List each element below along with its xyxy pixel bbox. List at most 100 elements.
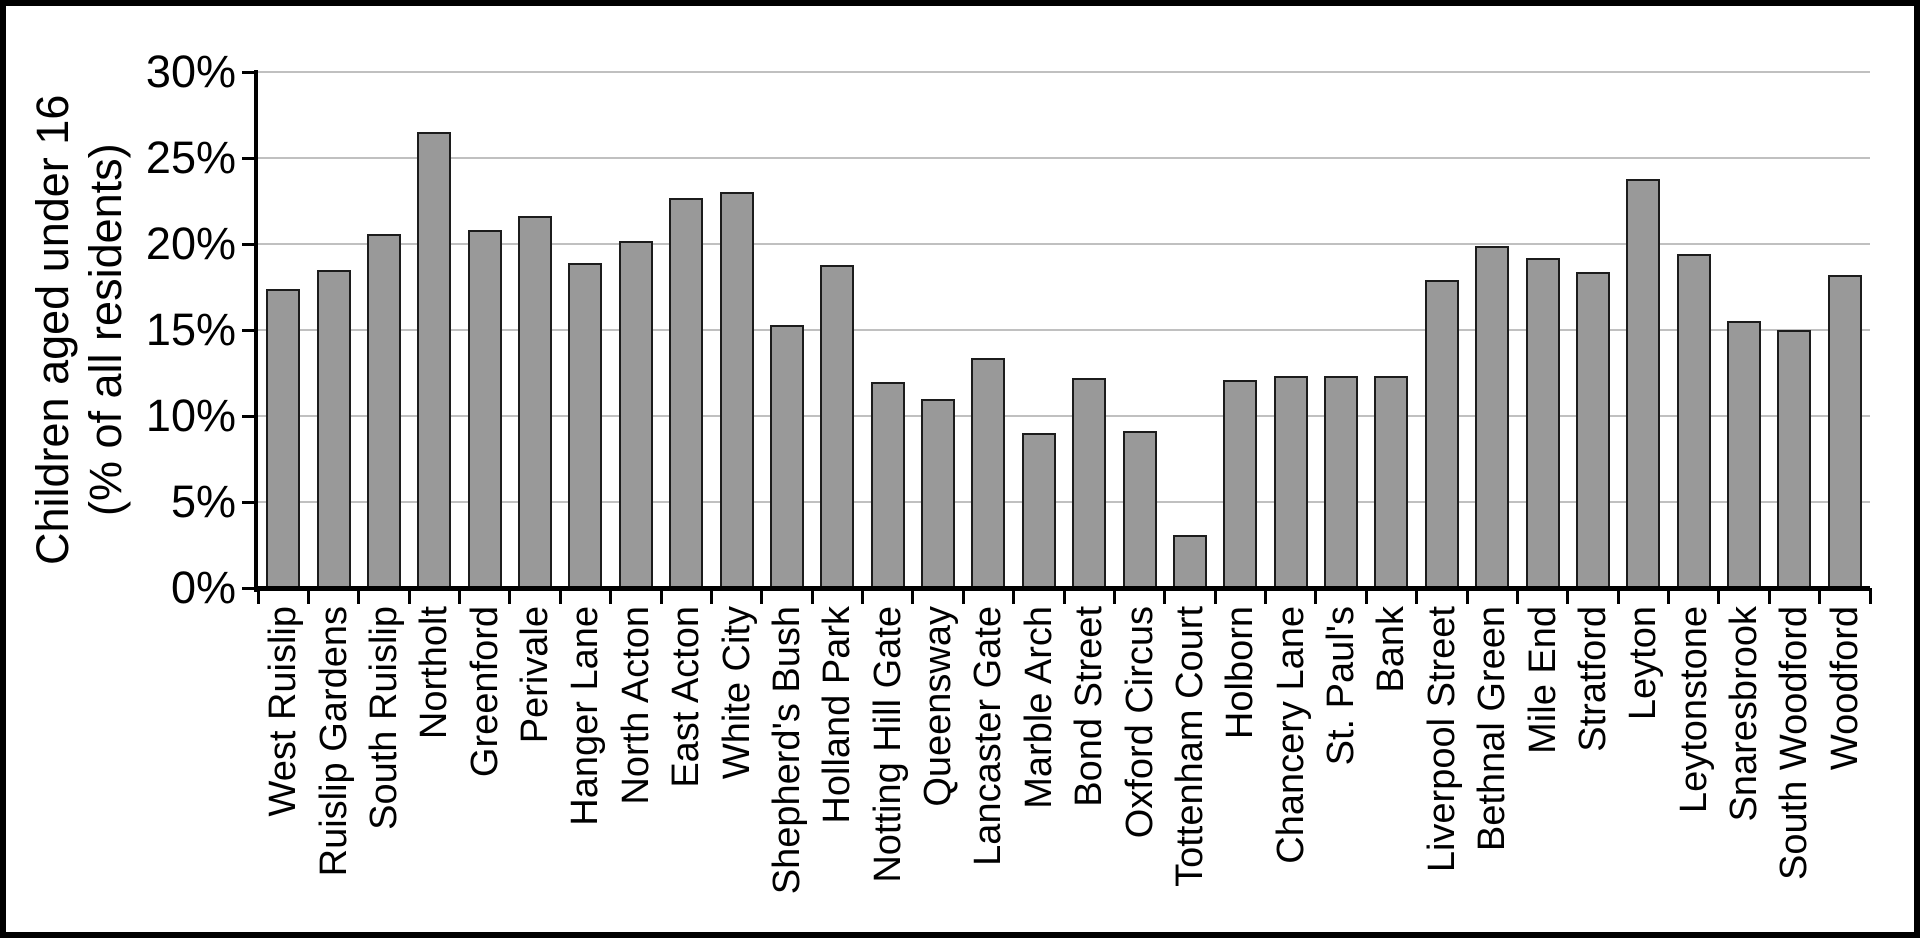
- x-tick-label-text: South Woodford: [1773, 606, 1816, 880]
- x-axis-tick: [1112, 588, 1116, 604]
- x-tick-label-text: West Ruislip: [262, 606, 305, 817]
- x-axis-tick: [458, 588, 461, 604]
- x-tick-label: Chancery Lane: [1266, 606, 1316, 936]
- y-axis-line: [254, 70, 258, 592]
- y-axis-tick: [242, 328, 258, 332]
- y-tick-label: 15%: [145, 304, 236, 355]
- x-tick-label: Ruislip Gardens: [308, 606, 358, 936]
- bar: [1475, 245, 1510, 588]
- bar: [1626, 178, 1661, 588]
- y-gridline: [258, 71, 1870, 73]
- bar: [1424, 280, 1459, 588]
- x-axis-tick: [256, 588, 260, 604]
- x-axis-tick: [1667, 588, 1670, 604]
- x-tick-label-text: Bank: [1370, 606, 1413, 693]
- x-tick-label-text: North Acton: [614, 606, 657, 805]
- x-tick-label: Hanger Lane: [560, 606, 610, 936]
- x-axis-tick: [659, 588, 663, 604]
- x-axis-tick: [1616, 588, 1620, 604]
- x-tick-label-text: Mile End: [1521, 606, 1564, 754]
- x-tick-label: Notting Hill Gate: [863, 606, 913, 936]
- x-axis-tick: [1566, 588, 1570, 604]
- x-tick-label: Leytonstone: [1669, 606, 1719, 936]
- x-axis-tick: [1012, 588, 1016, 604]
- x-tick-label: Bethnal Green: [1467, 606, 1517, 936]
- x-axis-tick: [760, 588, 764, 604]
- bar: [820, 264, 855, 588]
- x-axis-tick: [1818, 588, 1822, 604]
- y-gridline: [258, 415, 1870, 417]
- x-axis-tick: [306, 588, 310, 604]
- x-tick-label: Marble Arch: [1014, 606, 1064, 936]
- x-tick-label-text: Bond Street: [1068, 606, 1111, 807]
- bar: [518, 216, 553, 588]
- bar: [1273, 376, 1308, 588]
- bar: [568, 262, 603, 588]
- x-tick-label: Bond Street: [1064, 606, 1114, 936]
- y-tick-label: 25%: [145, 132, 236, 183]
- y-axis-tick: [242, 586, 258, 590]
- y-axis-title: Children aged under 16 (% of all residen…: [26, 72, 132, 588]
- y-tick-label: 0%: [170, 562, 236, 613]
- x-tick-label-text: Chancery Lane: [1269, 606, 1312, 864]
- x-axis-tick: [609, 588, 613, 604]
- y-tick-label: 30%: [145, 46, 236, 97]
- y-tick-label: 10%: [145, 390, 236, 441]
- x-tick-label: West Ruislip: [258, 606, 308, 936]
- y-gridline: [258, 243, 1870, 245]
- bar: [618, 240, 653, 588]
- y-axis-tick: [242, 414, 258, 418]
- x-tick-label: Lancaster Gate: [963, 606, 1013, 936]
- x-tick-label: Snaresbrook: [1719, 606, 1769, 936]
- bar: [1727, 321, 1762, 588]
- y-gridline: [258, 501, 1870, 503]
- x-tick-label: St. Paul's: [1316, 606, 1366, 936]
- bar: [1777, 330, 1812, 588]
- x-axis-tick: [709, 588, 713, 604]
- x-axis-tick: [407, 588, 411, 604]
- bar: [921, 398, 956, 588]
- x-tick-label: East Acton: [661, 606, 711, 936]
- x-tick-label: Perivale: [510, 606, 560, 936]
- y-tick-label: 20%: [145, 218, 236, 269]
- bar: [366, 233, 401, 588]
- x-tick-label: Holborn: [1215, 606, 1265, 936]
- bar: [266, 288, 301, 588]
- x-tick-label-text: South Ruislip: [362, 606, 405, 830]
- x-axis-tick: [1767, 588, 1771, 604]
- y-axis-tick: [242, 500, 258, 504]
- x-axis-tick: [810, 588, 814, 604]
- y-gridline: [258, 157, 1870, 159]
- x-tick-label-text: Snaresbrook: [1723, 606, 1766, 822]
- x-tick-label-text: Woodford: [1823, 606, 1866, 771]
- x-tick-label: Queensway: [913, 606, 963, 936]
- x-axis-tick: [1465, 588, 1469, 604]
- x-axis-tick: [1515, 588, 1519, 604]
- y-axis-tick: [242, 242, 258, 246]
- x-tick-label-text: East Acton: [665, 606, 708, 788]
- x-tick-label: North Acton: [611, 606, 661, 936]
- x-tick-label-text: Hanger Lane: [564, 606, 607, 826]
- x-tick-label: Stratford: [1568, 606, 1618, 936]
- x-axis-tick: [1213, 588, 1217, 604]
- x-tick-label: Leyton: [1618, 606, 1668, 936]
- x-axis-tick: [1062, 588, 1066, 604]
- bar: [1172, 534, 1207, 588]
- bar: [719, 192, 754, 588]
- x-tick-label-text: Perivale: [514, 606, 557, 744]
- x-axis-tick: [1163, 588, 1167, 604]
- x-tick-label-text: Greenford: [463, 606, 506, 778]
- x-tick-label: Liverpool Street: [1417, 606, 1467, 936]
- x-axis-line: [254, 586, 1870, 591]
- y-axis-title-line1: Children aged under 16: [27, 94, 78, 566]
- bar: [1122, 431, 1157, 588]
- y-tick-label: 5%: [170, 476, 236, 527]
- bar: [1676, 254, 1711, 588]
- bar: [1525, 257, 1560, 588]
- x-tick-label: Bank: [1366, 606, 1416, 936]
- bar: [467, 230, 502, 588]
- x-tick-label: Tottenham Court: [1165, 606, 1215, 936]
- x-axis-tick: [558, 588, 562, 604]
- bar: [1072, 378, 1107, 588]
